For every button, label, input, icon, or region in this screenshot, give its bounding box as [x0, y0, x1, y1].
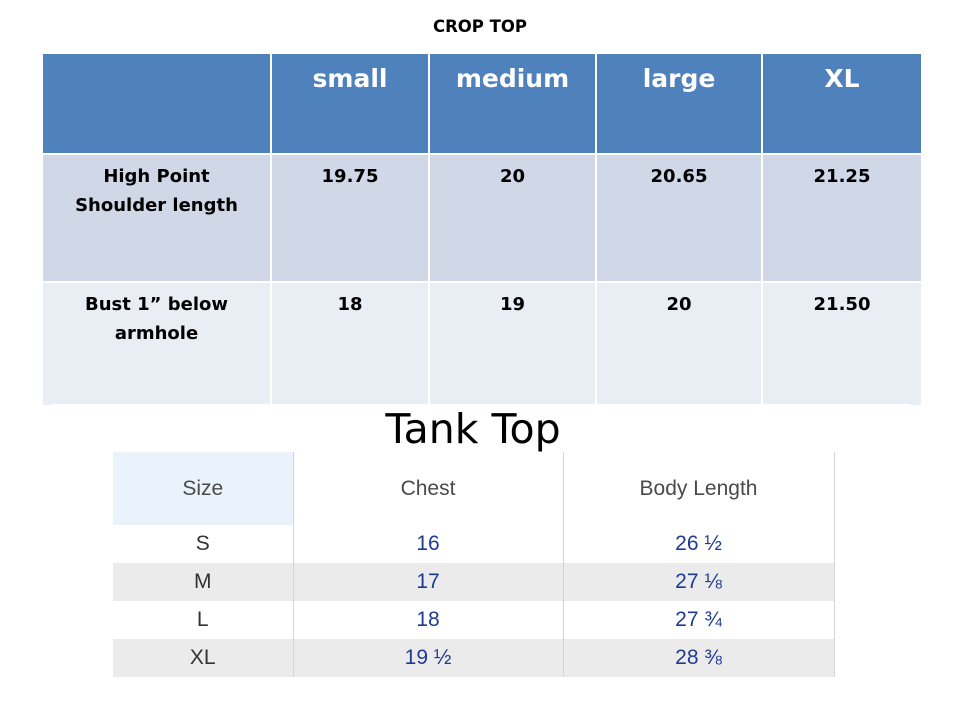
table-row: M 17 27 ⅛ — [113, 563, 835, 601]
crop-row-label-line2: armhole — [114, 323, 199, 344]
tank-header-size: Size — [113, 452, 293, 525]
table-row: L 18 27 ¾ — [113, 601, 835, 639]
crop-cell: 21.50 — [761, 281, 923, 407]
crop-cell: 18 — [270, 281, 430, 407]
crop-cell: 19 — [428, 281, 597, 407]
tank-top-size-table: Size Chest Body Length S 16 26 ½ M 17 27… — [113, 452, 835, 677]
tank-size-cell: S — [113, 525, 293, 563]
tank-chest-cell: 19 ½ — [292, 639, 563, 677]
crop-cell: 20 — [595, 281, 763, 407]
crop-header-blank — [41, 52, 272, 155]
tank-size-cell: XL — [113, 639, 293, 677]
tank-chest-cell: 16 — [292, 525, 563, 563]
crop-table-header-row: small medium large XL — [41, 52, 923, 155]
tank-table-header-row: Size Chest Body Length — [113, 452, 835, 525]
crop-cell: 20.65 — [595, 153, 763, 283]
crop-cell: 20 — [428, 153, 597, 283]
table-row: S 16 26 ½ — [113, 525, 835, 563]
crop-cell: 19.75 — [270, 153, 430, 283]
crop-row-bust: Bust 1” below armhole 18 19 20 21.50 — [41, 281, 923, 407]
crop-row-shoulder-length: High Point Shoulder length 19.75 20 20.6… — [41, 153, 923, 283]
tank-size-cell: L — [113, 601, 293, 639]
crop-row-label: High Point Shoulder length — [41, 153, 272, 283]
crop-header-xl: XL — [761, 52, 923, 155]
crop-row-label-line2: Shoulder length — [75, 195, 238, 216]
crop-row-label-line1: Bust 1” below — [85, 294, 228, 315]
crop-cell: 21.25 — [761, 153, 923, 283]
tank-body-length-cell: 28 ⅜ — [562, 639, 835, 677]
crop-top-title: CROP TOP — [432, 17, 528, 36]
crop-header-medium: medium — [428, 52, 597, 155]
pasted-image-edge — [51, 404, 910, 413]
crop-row-label-line1: High Point — [103, 166, 210, 187]
table-row: XL 19 ½ 28 ⅜ — [113, 639, 835, 677]
crop-top-size-table: small medium large XL High Point Shoulde… — [41, 52, 923, 407]
tank-body-length-cell: 26 ½ — [562, 525, 835, 563]
crop-header-small: small — [270, 52, 430, 155]
crop-row-label: Bust 1” below armhole — [41, 281, 272, 407]
tank-body-length-cell: 27 ⅛ — [562, 563, 835, 601]
tank-body-length-cell: 27 ¾ — [562, 601, 835, 639]
tank-chest-cell: 18 — [292, 601, 563, 639]
tank-chest-cell: 17 — [292, 563, 563, 601]
crop-header-large: large — [595, 52, 763, 155]
tank-size-cell: M — [113, 563, 293, 601]
tank-header-body-length: Body Length — [562, 452, 835, 525]
tank-top-title: Tank Top — [385, 405, 561, 453]
tank-header-chest: Chest — [292, 452, 563, 525]
